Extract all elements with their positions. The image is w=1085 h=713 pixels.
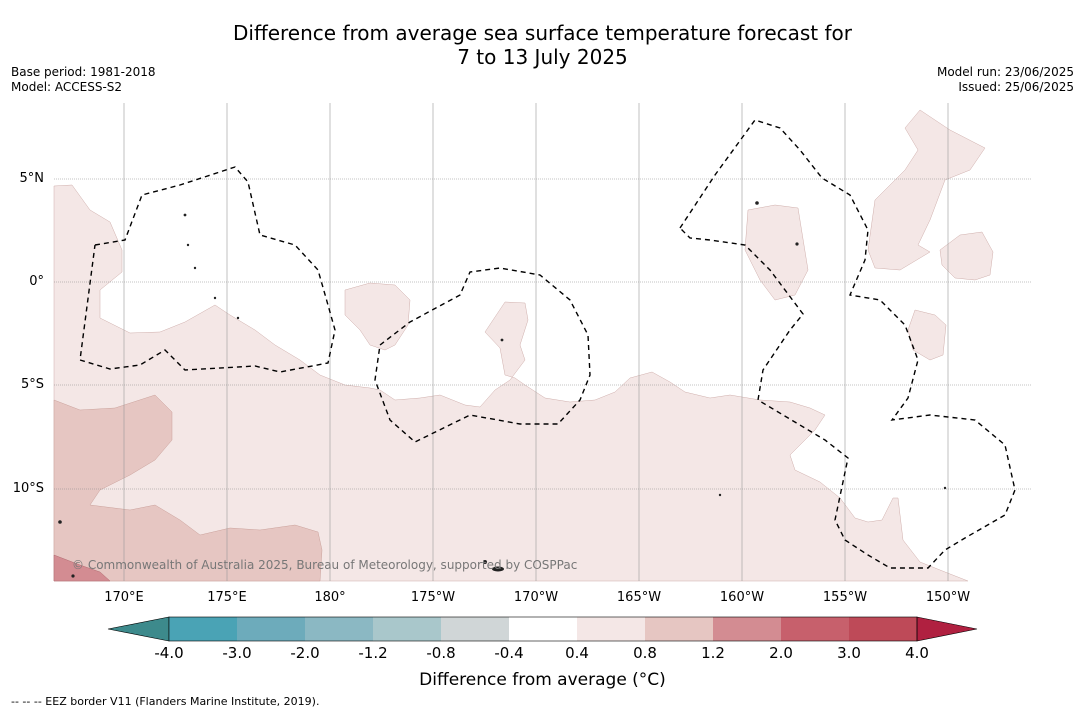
colorbar-tick: -2.0 — [290, 644, 320, 662]
colorbar-label: Difference from average (°C) — [419, 670, 666, 690]
title-line-2: 7 to 13 July 2025 — [457, 45, 628, 69]
lon-label-180: 180° — [314, 590, 346, 605]
lat-gridlines — [54, 178, 1031, 490]
colorbar-segment-1 — [169, 617, 237, 641]
eez-border-line-islands — [679, 119, 1016, 569]
colorbar-segment-11 — [849, 617, 917, 641]
chart-title: Difference from average sea surface temp… — [0, 21, 1085, 69]
colorbar-segment-2 — [237, 617, 305, 641]
model-run: Model run: 23/06/2025 — [936, 65, 1074, 79]
colorbar-segment-9 — [713, 617, 781, 641]
lat-label-5n: 5°N — [19, 171, 45, 186]
colorbar-extend-low — [107, 616, 170, 642]
copyright-text: © Commonwealth of Australia 2025, Bureau… — [72, 558, 578, 572]
colorbar-segment-4 — [373, 617, 441, 641]
model-name: Model: ACCESS-S2 — [11, 80, 123, 94]
colorbar-tick: -4.0 — [154, 644, 184, 662]
lon-label-175e: 175°E — [207, 590, 247, 605]
colorbar-segment-10 — [781, 617, 849, 641]
title-line-1: Difference from average sea surface temp… — [232, 21, 852, 45]
lon-label-170e: 170°E — [104, 590, 144, 605]
lon-label-170w: 170°W — [513, 590, 559, 605]
colorbar-segment-6 — [509, 617, 577, 641]
lon-label-165w: 165°W — [616, 590, 662, 605]
eez-borders — [79, 119, 1016, 569]
colorbar — [107, 616, 978, 642]
colorbar-tick: 2.0 — [769, 644, 793, 662]
colorbar-tick: 3.0 — [837, 644, 861, 662]
anomaly-region-light-2 — [344, 282, 411, 351]
meta-right: Model run: 23/06/2025 Issued: 25/06/2025 — [937, 65, 1074, 95]
anomaly-region-light-5 — [939, 231, 994, 281]
eez-border-kiribati-gilbert — [79, 166, 336, 373]
colorbar-segment-8 — [645, 617, 713, 641]
eez-border-tuvalu-phoenix — [374, 267, 591, 443]
anomaly-region-dark — [53, 554, 111, 582]
colorbar-tick: 0.4 — [565, 644, 589, 662]
lon-label-150w: 150°W — [925, 590, 971, 605]
anomaly-region-light-6 — [907, 309, 947, 361]
colorbar-tick: -1.2 — [358, 644, 388, 662]
lon-label-160w: 160°W — [719, 590, 765, 605]
anomaly-region-light-3 — [744, 204, 809, 301]
lat-label-0: 0° — [29, 274, 44, 289]
colorbar-tick: -3.0 — [222, 644, 252, 662]
colorbar-tick: -0.4 — [494, 644, 524, 662]
anomaly-region-light-4 — [867, 109, 986, 271]
lat-label-5s: 5°S — [20, 377, 44, 392]
anomaly-region-mid — [53, 394, 323, 582]
colorbar-tick: -0.8 — [426, 644, 456, 662]
islands — [58, 201, 947, 578]
meta-left: Base period: 1981-2018 Model: ACCESS-S2 — [11, 65, 156, 95]
colorbar-segment-7 — [577, 617, 645, 641]
eez-footnote: -- -- -- EEZ border V11 (Flanders Marine… — [11, 695, 320, 708]
colorbar-segment-3 — [305, 617, 373, 641]
lon-gridlines — [123, 103, 949, 581]
colorbar-tick: 1.2 — [701, 644, 725, 662]
colorbar-segment-5 — [441, 617, 509, 641]
colorbar-tick: 4.0 — [905, 644, 929, 662]
lat-label-10s: 10°S — [12, 481, 44, 496]
colorbar-extend-high — [916, 616, 978, 642]
issued-date: Issued: 25/06/2025 — [958, 80, 1074, 94]
base-period: Base period: 1981-2018 — [11, 65, 156, 79]
lon-label-155w: 155°W — [822, 590, 868, 605]
colorbar-tick: 0.8 — [633, 644, 657, 662]
lon-label-175w: 175°W — [410, 590, 456, 605]
